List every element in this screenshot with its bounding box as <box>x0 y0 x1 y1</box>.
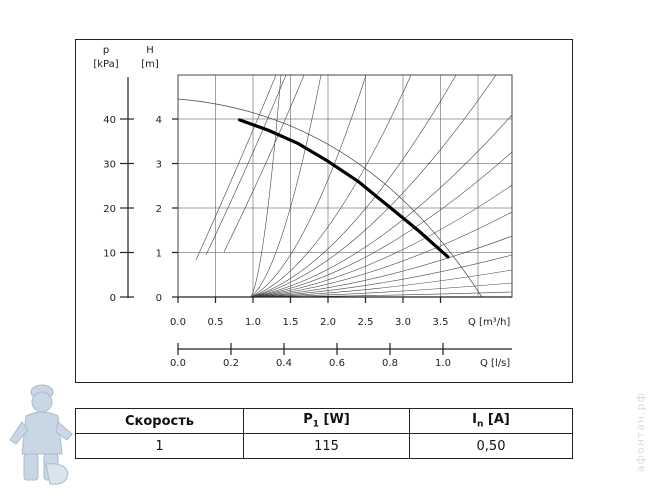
power-header-symbol: P <box>303 412 313 428</box>
left-tick-label: 40 <box>103 115 116 126</box>
current-header-symbol: I <box>472 412 477 428</box>
speed-cell: 1 <box>75 433 244 459</box>
max-speed-curve <box>178 98 483 297</box>
fan-line <box>250 254 512 297</box>
fan-line <box>250 75 412 297</box>
fan-line <box>195 75 277 261</box>
left-tick-label: 20 <box>103 204 116 215</box>
right-tick-label: 4 <box>156 115 162 126</box>
current-header: In [A] <box>409 408 573 434</box>
fan-line <box>250 151 512 297</box>
right-axis-symbol: H <box>146 45 154 56</box>
left-tick-label: 10 <box>103 249 116 260</box>
current-header-unit: [A] <box>483 412 510 428</box>
top-x-tick-label: 2.5 <box>358 317 374 328</box>
left-axis-unit: [kPa] <box>93 59 118 70</box>
left-axis-symbol: p <box>103 45 109 56</box>
fan-line <box>223 75 305 253</box>
top-x-tick-label: 2.0 <box>320 317 336 328</box>
bottom-x-tick-label: 0.2 <box>223 358 239 369</box>
top-x-tick-label: 3.0 <box>395 317 411 328</box>
top-x-tick-label: 0.5 <box>208 317 224 328</box>
right-tick-label: 2 <box>156 204 162 215</box>
top-x-tick-label: 3.5 <box>433 317 449 328</box>
fan-line <box>250 75 497 297</box>
current-header-subscript: n <box>476 419 484 430</box>
fan-line <box>250 75 322 297</box>
bottom-x-tick-label: 0.0 <box>170 358 186 369</box>
left-tick-label: 30 <box>103 160 116 171</box>
bottom-x-axis-label: Q [l/s] <box>480 358 510 369</box>
fan-line <box>250 235 512 297</box>
current-cell: 0,50 <box>409 433 573 459</box>
right-tick-label: 0 <box>156 293 162 304</box>
top-x-tick-label: 0.0 <box>170 317 186 328</box>
fan-line <box>250 282 512 297</box>
right-axis-unit: [m] <box>141 59 159 70</box>
power-header: P1 [W] <box>243 408 410 434</box>
top-x-axis-label: Q [m³/h] <box>468 317 510 328</box>
right-tick-label: 3 <box>156 160 162 171</box>
pump-curve-chart: p [kPa] H [m] Q [m³/h] Q [l/s] 403020100… <box>93 45 513 369</box>
spec-table: Скорость P1 [W] In [A] 1 115 0,50 <box>75 408 573 459</box>
pump-curve-series <box>237 118 450 259</box>
fan-line <box>250 184 512 297</box>
chart-axes: p [kPa] H [m] Q [m³/h] Q [l/s] <box>93 45 512 369</box>
fan-line <box>250 75 282 297</box>
top-x-tick-label: 1.0 <box>245 317 261 328</box>
power-header-subscript: 1 <box>312 419 320 430</box>
bottom-x-tick-label: 0.4 <box>276 358 292 369</box>
power-header-unit: [W] <box>319 412 350 428</box>
bottom-x-tick-label: 1.0 <box>435 358 451 369</box>
left-tick-label: 0 <box>110 293 116 304</box>
bottom-x-tick-label: 0.8 <box>382 358 398 369</box>
spec-table-header-row: Скорость P1 [W] In [A] <box>75 408 573 434</box>
right-tick-label: 1 <box>156 249 162 260</box>
watermark-text: афонтан.рф <box>634 392 647 473</box>
table-row: 1 115 0,50 <box>75 433 573 459</box>
bottom-x-tick-label: 0.6 <box>329 358 345 369</box>
fan-line <box>250 75 457 297</box>
top-x-tick-label: 1.5 <box>283 317 299 328</box>
fan-line <box>250 114 512 297</box>
chart-frame: p [kPa] H [m] Q [m³/h] Q [l/s] 40 30 20 10 0… <box>75 39 573 383</box>
fan-line <box>250 211 512 297</box>
fan-line <box>205 75 287 256</box>
plot-area-border <box>177 74 513 298</box>
fan-line <box>250 75 367 297</box>
grid-lines <box>177 74 513 298</box>
pump-curve-line <box>237 118 450 259</box>
speed-header: Скорость <box>75 408 244 434</box>
fan-line <box>250 269 512 297</box>
fan-lines <box>178 75 512 297</box>
plumber-mascot-icon <box>9 384 73 485</box>
power-cell: 115 <box>243 433 410 459</box>
